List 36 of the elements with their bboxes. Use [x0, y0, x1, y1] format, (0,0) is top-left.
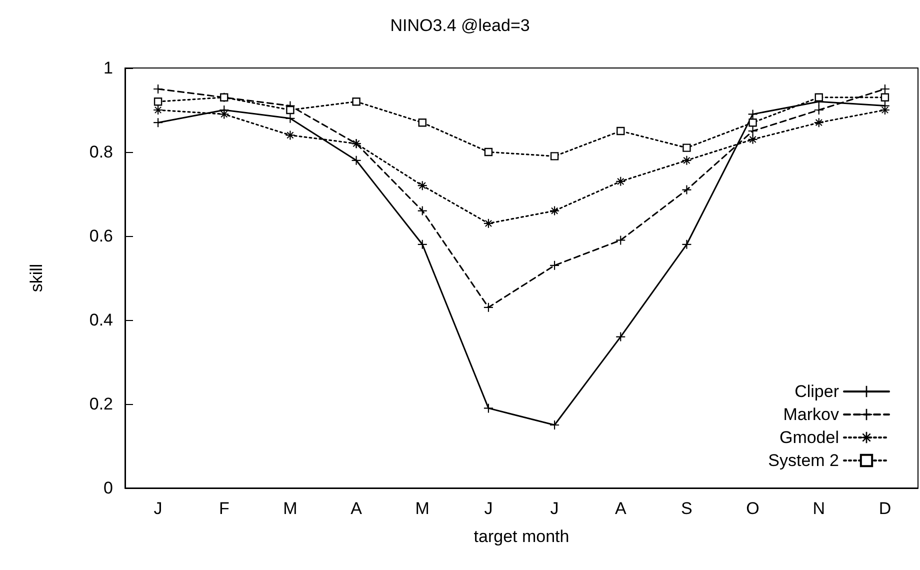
x-tick-label: O [746, 499, 760, 518]
x-tick-label: J [484, 499, 493, 518]
x-tick-label: M [415, 499, 430, 518]
y-tick-label: 0.8 [89, 142, 113, 162]
y-tick-label: 0.2 [89, 394, 113, 414]
legend-label: Markov [783, 405, 840, 424]
point [418, 118, 426, 127]
point [286, 106, 294, 114]
y-tick-label: 0.4 [89, 310, 113, 330]
x-tick-label: A [614, 499, 627, 518]
point [484, 148, 493, 156]
y-tick-label: 1 [104, 58, 113, 78]
legend-label: Cliper [794, 382, 840, 401]
point [814, 93, 823, 102]
point [550, 152, 559, 160]
legend-label: Gmodel [779, 428, 839, 447]
x-tick-label: J [550, 499, 559, 518]
point [682, 144, 691, 152]
x-tick-label: A [350, 499, 363, 518]
y-tick-label: 0 [104, 478, 113, 498]
chart-title: NINO3.4 @lead=3 [390, 16, 530, 35]
x-axis-title: target month [474, 527, 570, 546]
y-axis-title: skill [27, 264, 46, 292]
x-tick-label: D [878, 499, 892, 518]
x-tick-label: F [218, 499, 230, 518]
x-tick-label: S [681, 499, 692, 518]
point [616, 126, 625, 136]
point [880, 93, 890, 102]
y-tick-label: 0.6 [89, 226, 113, 246]
legend-label: System 2 [768, 451, 839, 470]
point [748, 118, 757, 127]
point [154, 98, 162, 106]
point [352, 98, 360, 106]
x-tick-label: N [812, 499, 826, 518]
x-tick-label: M [283, 499, 298, 518]
x-tick-label: J [154, 499, 162, 518]
